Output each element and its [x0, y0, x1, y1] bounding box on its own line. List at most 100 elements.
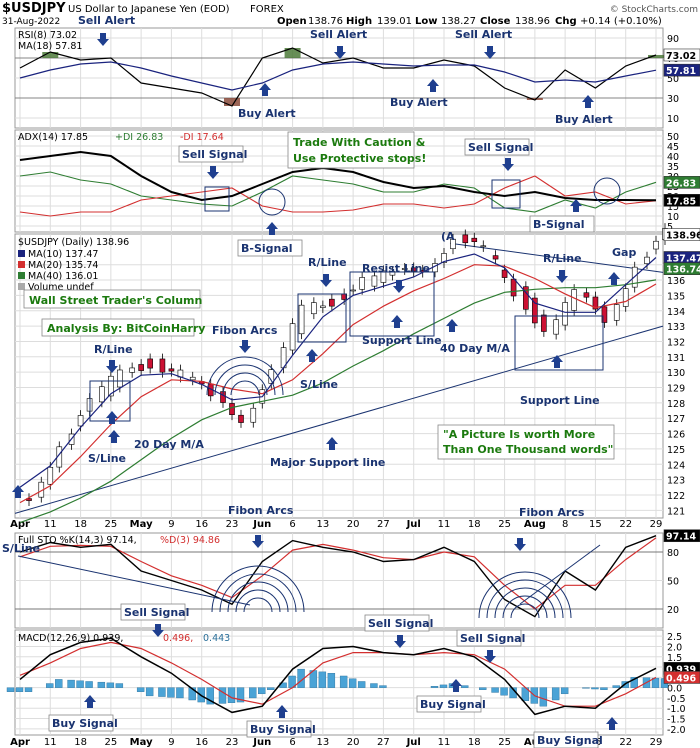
- rsi-value-badge-box: [663, 48, 700, 62]
- x-axis-label-price: 9: [168, 519, 174, 530]
- macd-tick-label: 1.5: [667, 653, 682, 664]
- r-line-label-1: R/Line: [94, 343, 133, 356]
- candle-body: [147, 358, 153, 369]
- rsi-ma-legend: MA(18) 57.81: [18, 41, 82, 52]
- candle-body: [492, 255, 499, 260]
- adx-sell-arrow-2: [502, 158, 514, 171]
- plus-di-legend: +DI 26.83: [115, 132, 163, 143]
- adx-sell-arrow-1: [207, 166, 219, 179]
- rsi-legend: RSI(8) 73.02: [18, 30, 77, 41]
- candle-body: [441, 253, 447, 263]
- sto-fibon-arc-left-3: [219, 573, 297, 613]
- macd-hist-bar: [339, 675, 348, 688]
- candle-body: [462, 234, 469, 244]
- macd-sell-arrow-1: [394, 635, 406, 648]
- macd-value-badge: 0.939: [666, 664, 696, 675]
- macd-hist-bar: [582, 687, 590, 689]
- x-axis-label-price: Jun: [252, 519, 271, 530]
- x-axis-label-price: 13: [316, 519, 329, 530]
- macd-hist-bar: [24, 687, 33, 692]
- ma20-legend-swatch: [18, 261, 25, 268]
- rsi-oversold-fill: [224, 98, 240, 106]
- sto-k-line: [19, 535, 657, 618]
- macd-hist-bar: [600, 687, 608, 690]
- rsi-buy-arrow-3: [582, 95, 594, 108]
- macd-hist-bar: [560, 687, 569, 695]
- candle-body: [129, 367, 135, 373]
- adx-tick-label: 45: [667, 142, 679, 153]
- ma40-legend: MA(40) 136.01: [28, 271, 98, 282]
- support-line-label-1: Support Line: [362, 334, 442, 347]
- rsi-tick-label: 50: [667, 74, 679, 85]
- macd-buy-signal-1: Buy Signal: [52, 717, 118, 730]
- macd-hist-bar: [97, 681, 106, 688]
- rsi-line: [19, 47, 657, 107]
- x-axis-label-price: 25: [498, 519, 511, 530]
- price-tick-label: 134: [667, 307, 685, 318]
- candle-body: [238, 414, 244, 423]
- macd-buy-signal-3: Buy Signal: [420, 698, 486, 711]
- major-support-label: Major Support line: [270, 456, 385, 469]
- x-axis-label-macd: Apr: [10, 737, 30, 748]
- macd-hist-bar: [630, 677, 638, 688]
- rsi-overbought-fill: [284, 48, 301, 58]
- x-axis-label-price: 11: [438, 519, 451, 530]
- rsi-value-badge: 73.02: [666, 51, 696, 62]
- rsi-tick-label: 90: [667, 34, 679, 45]
- ma20-annotation: 20 Day M/A: [134, 438, 204, 451]
- quote-high-label: High: [346, 16, 372, 27]
- x-axis-label-price: 25: [104, 519, 117, 530]
- macd-hist-bar: [115, 683, 124, 688]
- macd-buy-signal-3-box: [416, 695, 482, 713]
- column-title-box: [23, 289, 201, 309]
- candle-body: [380, 270, 387, 283]
- sto-tick-label: 20: [667, 605, 679, 616]
- price-tick-label: 122: [667, 491, 685, 502]
- macd-hist-bar: [430, 686, 439, 688]
- fibon-arcs-label-1: Fibon Arcs: [212, 324, 278, 337]
- macd-sell-arrow-2: [484, 650, 496, 663]
- macd-hist-bar: [158, 687, 166, 697]
- minus-di-legend: -DI 17.64: [180, 132, 224, 143]
- sto-value-badge: 97.14: [666, 532, 696, 543]
- macd-hist-bar: [461, 685, 469, 688]
- x-axis-label-macd: 11: [438, 737, 451, 748]
- x-axis-label-macd: 6: [289, 737, 295, 748]
- rsi-tick-label: 10: [667, 114, 679, 125]
- ma-value-badge: 136.74: [666, 265, 700, 276]
- candle-body: [601, 306, 608, 323]
- macd-hist-bar: [479, 687, 487, 690]
- quote-low: 138.27: [441, 16, 476, 27]
- macd-tick-label: -0.5: [667, 694, 686, 705]
- rsi-ma-line: [19, 61, 657, 91]
- fibon-arc-0: [230, 380, 260, 396]
- candle-body: [138, 364, 144, 371]
- s-line-label-2: S/Line: [300, 378, 338, 391]
- paren-a-label: (A: [441, 230, 455, 243]
- candle-body: [77, 415, 84, 427]
- rsi-buy-alert-1: Buy Alert: [238, 107, 296, 120]
- resist-line-label: Resist Line: [362, 262, 430, 275]
- adx-sell-signal-1-box: [178, 145, 244, 163]
- x-axis-label-macd: Jul: [406, 737, 421, 748]
- minus-di-line: [19, 175, 657, 217]
- adx-bsignal-2: B-Signal: [533, 218, 585, 231]
- sto-d-legend: %D(3) 94.86: [160, 535, 220, 546]
- price-tick-label: 131: [667, 353, 685, 364]
- candle-body: [47, 466, 54, 485]
- price-value-badge-box: [663, 228, 700, 241]
- quote-chg-label: Chg: [555, 16, 577, 27]
- x-axis-label-macd: 18: [468, 737, 481, 748]
- adx-value-badge: 17.85: [666, 196, 696, 207]
- fibon-arcs-label-2: Fibon Arcs: [228, 504, 294, 517]
- sto-k-legend: Full STO %K(14,3) 97.14,: [18, 535, 137, 546]
- x-axis-label-macd: May: [130, 737, 153, 748]
- sto-tick-label: 80: [667, 548, 679, 559]
- x-axis-label-price: 18: [468, 519, 481, 530]
- macd-hist-bar: [206, 687, 214, 705]
- macd-hist-bar: [145, 687, 154, 697]
- s-line-label-3: S/Line: [2, 542, 40, 555]
- x-axis-label-price: Jul: [406, 519, 421, 530]
- macd-hist-bar: [539, 687, 548, 707]
